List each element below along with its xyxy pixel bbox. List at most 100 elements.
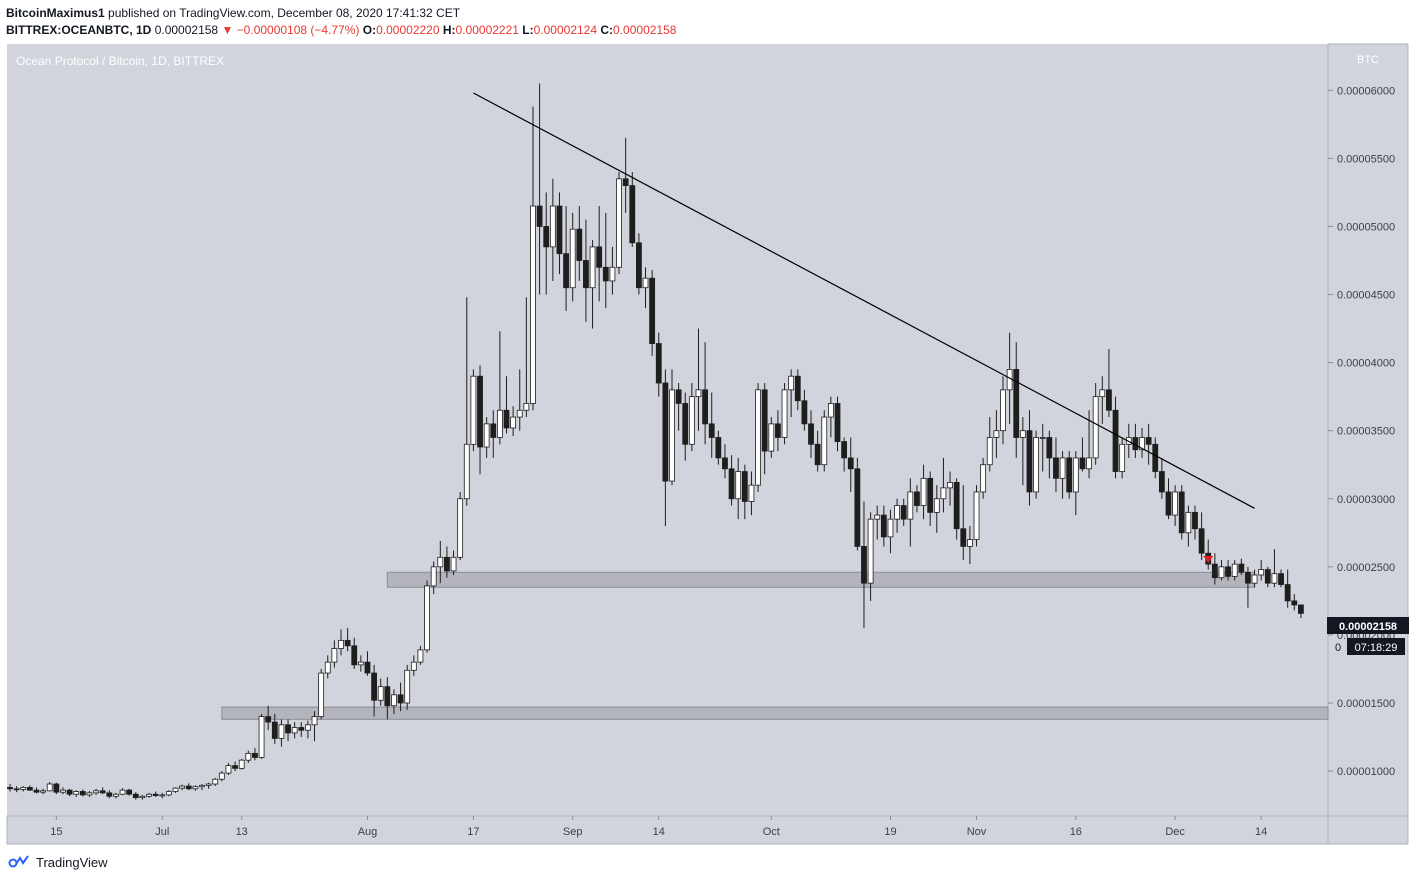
candle <box>364 651 371 676</box>
candle <box>947 471 953 506</box>
open-value: 0.00002220 <box>376 23 440 37</box>
candle <box>788 369 795 418</box>
candle <box>1039 423 1046 472</box>
candle-body <box>212 778 219 785</box>
candle <box>258 713 265 759</box>
candle <box>1284 569 1291 608</box>
candle <box>1238 558 1245 576</box>
candle-body <box>549 205 556 248</box>
candle-body <box>73 791 80 795</box>
candle <box>880 505 887 547</box>
candle-body <box>265 716 272 723</box>
candle-body <box>404 669 411 704</box>
time-tick-label: 15 <box>50 826 62 838</box>
candle-body <box>516 409 523 418</box>
candle <box>417 645 424 665</box>
candle-body <box>847 457 854 470</box>
candle <box>93 788 99 795</box>
candle <box>735 457 742 520</box>
candle-body <box>973 491 980 541</box>
candle <box>245 750 252 763</box>
candle <box>808 410 814 458</box>
candle-body <box>397 694 404 704</box>
candle-body <box>775 423 781 438</box>
candle-body <box>1218 566 1225 579</box>
publish-info: published on TradingView.com, December 0… <box>108 6 461 20</box>
candle-body <box>801 400 808 425</box>
high-value: 0.00002221 <box>455 23 519 37</box>
price-tick-label: 0.00004000 <box>1337 358 1395 370</box>
candle <box>563 206 569 311</box>
candle <box>583 219 589 322</box>
candle-body <box>1251 574 1258 584</box>
candle <box>444 546 450 578</box>
candle-body <box>1106 389 1112 411</box>
candle-body <box>682 403 689 445</box>
candle-body <box>695 389 702 398</box>
candle-body <box>1053 457 1059 479</box>
candle-body <box>649 277 656 344</box>
candle-body <box>1152 443 1159 472</box>
price-axis[interactable] <box>1327 43 1409 817</box>
candle-body <box>371 672 378 701</box>
candle <box>874 505 881 540</box>
ohlc-header: BITTREX:OCEANBTC, 1D 0.00002158 ▼ −0.000… <box>6 23 676 37</box>
candle-body <box>430 566 437 587</box>
countdown-label: 07:18:29 <box>1355 642 1398 654</box>
candle-body <box>841 441 848 459</box>
candle <box>967 525 973 565</box>
candle <box>914 485 920 513</box>
candle <box>841 437 848 472</box>
candle <box>199 784 205 791</box>
candle <box>761 383 768 475</box>
candle <box>986 417 993 472</box>
time-tick-label: 14 <box>1255 826 1267 838</box>
candle <box>437 540 444 584</box>
candle <box>291 722 298 739</box>
candle-body <box>1158 471 1165 493</box>
candle <box>397 682 404 712</box>
candle-body <box>1278 573 1284 585</box>
candle <box>1139 427 1145 458</box>
candle <box>655 332 662 397</box>
candle <box>371 664 378 717</box>
candle <box>1231 560 1238 581</box>
candle <box>516 369 523 431</box>
candle <box>642 267 649 309</box>
tradingview-logo[interactable]: TradingView <box>8 854 108 870</box>
candle <box>298 722 305 738</box>
candle-body <box>933 498 940 513</box>
descending-trendline <box>473 92 1255 509</box>
candle <box>1112 396 1119 479</box>
time-axis[interactable] <box>6 815 1329 845</box>
last-price-badge: 0.00002158 <box>1327 617 1409 634</box>
candle-body <box>1046 437 1053 459</box>
price-tick-label: 0.00003000 <box>1337 494 1395 506</box>
chart-title: Ocean Protocol / Bitcoin, 1D, BITTREX <box>16 54 224 68</box>
candle-body <box>139 795 146 799</box>
candle <box>973 485 980 547</box>
candle-body <box>1079 457 1086 470</box>
candle <box>980 457 987 499</box>
low-label: L: <box>522 23 534 37</box>
candle <box>794 369 801 411</box>
candle-body <box>1291 600 1298 606</box>
candle <box>894 498 900 533</box>
currency-label: BTC <box>1357 54 1379 66</box>
candle-body <box>510 416 517 429</box>
candle <box>457 491 464 561</box>
candle-body <box>629 185 636 244</box>
countdown-badge: 0 07:18:29 <box>1335 638 1405 655</box>
candle <box>748 471 755 516</box>
candle-body <box>20 787 27 790</box>
candle <box>490 410 497 458</box>
candle-body <box>1192 511 1198 530</box>
candle <box>324 655 331 679</box>
candle <box>152 791 159 797</box>
candle <box>1086 410 1092 479</box>
time-tick-label: Nov <box>967 826 987 838</box>
candle-body <box>146 793 152 797</box>
author-name[interactable]: BitcoinMaximus1 <box>6 6 105 20</box>
candle-body <box>463 443 470 500</box>
